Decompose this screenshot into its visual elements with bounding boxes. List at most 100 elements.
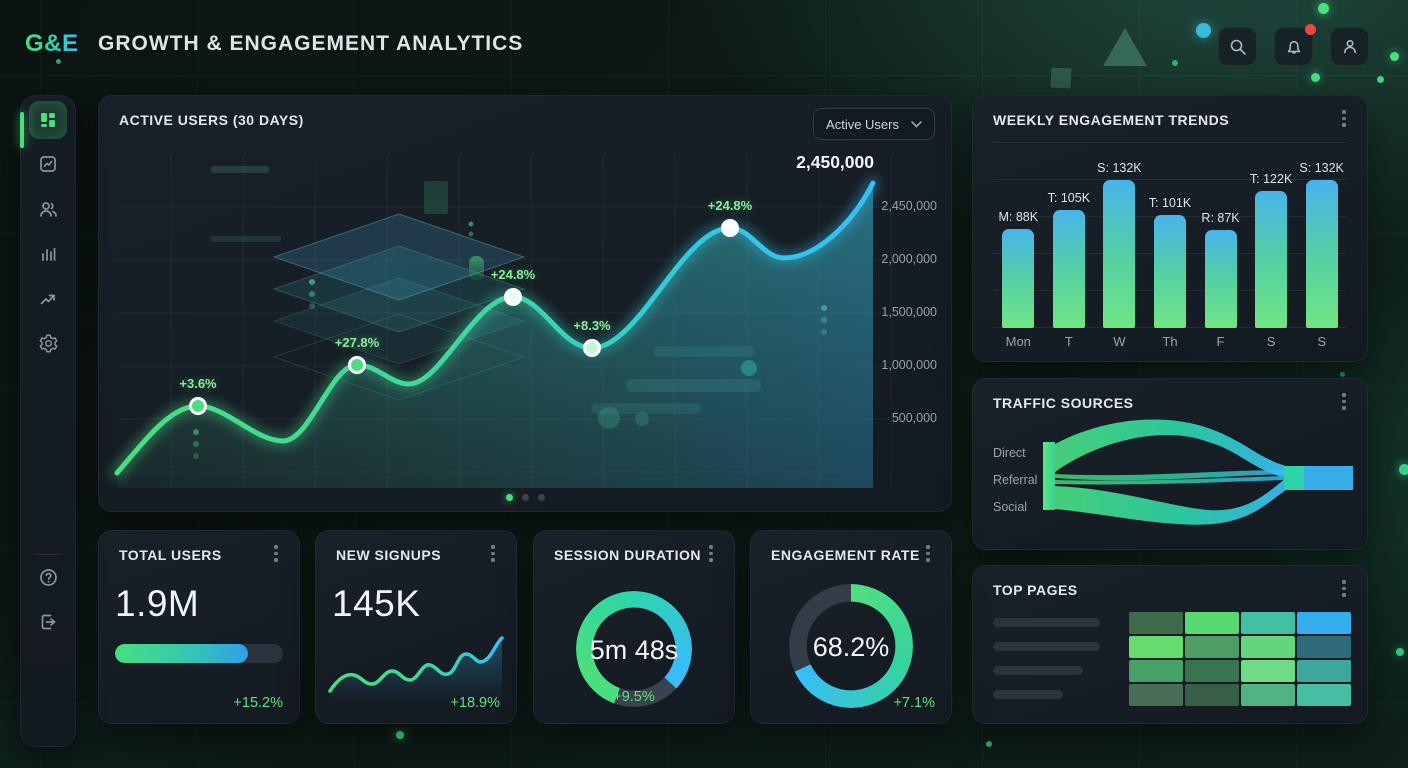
annotation-label: +27.8% xyxy=(334,335,380,350)
y-axis-tick: 1,500,000 xyxy=(881,305,937,319)
stat-change: +18.9% xyxy=(450,695,500,711)
profile-button[interactable] xyxy=(1330,27,1369,66)
sidebar-divider xyxy=(35,554,61,555)
pagination-dot[interactable] xyxy=(537,494,545,501)
notifications-button[interactable] xyxy=(1274,24,1316,66)
session-gauge xyxy=(576,591,692,707)
bar-value-label: R: 87K xyxy=(1201,211,1240,225)
heatmap-cell[interactable] xyxy=(1185,612,1239,634)
kebab-menu-button[interactable] xyxy=(1335,110,1353,130)
flow-source-stub xyxy=(1043,442,1055,510)
source-label: Direct xyxy=(993,446,1026,460)
weekly-bar-column: T: 101K xyxy=(1145,196,1195,328)
heatmap-cell[interactable] xyxy=(1129,660,1183,682)
user-icon xyxy=(1343,39,1356,53)
decor-dot xyxy=(986,741,992,747)
pagination-dot[interactable] xyxy=(521,494,529,501)
x-axis-tick: S xyxy=(1266,334,1276,349)
dropdown-value: Active Users xyxy=(826,116,899,132)
progress-bar xyxy=(115,644,283,663)
heatmap-cell[interactable] xyxy=(1297,660,1351,682)
heatmap-cell[interactable] xyxy=(1241,636,1295,658)
page-title: GROWTH & ENGAGEMENT ANALYTICS xyxy=(98,32,524,55)
weekly-bar-column: T: 105K xyxy=(1044,191,1094,328)
new-signups-card: NEW SIGNUPS 145K +18.9% xyxy=(315,530,517,724)
total-users-card: TOTAL USERS 1.9M +15.2% xyxy=(98,530,300,724)
page-row-skeleton xyxy=(993,690,1063,699)
y-axis-tick: 2,450,000 xyxy=(881,199,937,213)
weekly-bar[interactable] xyxy=(1103,180,1136,328)
sidebar-item-settings[interactable] xyxy=(29,324,67,362)
heatmap-cell[interactable] xyxy=(1129,684,1183,706)
bar-value-label: S: 132K xyxy=(1097,161,1142,175)
decor-layered-plates xyxy=(272,213,526,401)
x-axis-tick: S xyxy=(1317,334,1326,349)
heatmap-cell[interactable] xyxy=(1129,636,1183,658)
heatmap-cell[interactable] xyxy=(1241,684,1295,706)
stat-title: ENGAGEMENT RATE xyxy=(771,547,920,563)
heatmap-cell[interactable] xyxy=(1185,684,1239,706)
kebab-menu-button[interactable] xyxy=(702,545,720,565)
sidebar-item-reports[interactable] xyxy=(29,235,67,273)
weekly-bar-chart: M: 88K T: 105K S: 132K T: 101K R: 87K T: 122K… xyxy=(993,142,1347,328)
bell-icon xyxy=(1287,40,1300,54)
flow-merge-segment xyxy=(1284,466,1306,490)
flow-band-middle xyxy=(1055,476,1286,485)
heatmap-cell[interactable] xyxy=(1185,636,1239,658)
pages-heatmap xyxy=(1129,612,1351,706)
panel-title: WEEKLY ENGAGEMENT TRENDS xyxy=(993,112,1230,128)
panel-title: TRAFFIC SOURCES xyxy=(993,395,1134,411)
line-chart-canvas xyxy=(111,156,892,488)
heatmap-cell[interactable] xyxy=(1185,660,1239,682)
decor-dot xyxy=(1399,464,1408,475)
x-axis-tick: T xyxy=(1064,334,1073,349)
heatmap-cell[interactable] xyxy=(1297,636,1351,658)
search-icon xyxy=(1230,39,1246,55)
heatmap-cell[interactable] xyxy=(1129,612,1183,634)
pagination-dot-active[interactable] xyxy=(505,494,513,501)
sidebar-item-help[interactable] xyxy=(29,558,67,596)
active-users-chart-card: ACTIVE USERS (30 DAYS) Active Users xyxy=(98,95,952,512)
heatmap-cell[interactable] xyxy=(1297,612,1351,634)
kebab-menu-button[interactable] xyxy=(919,545,937,565)
stat-title: TOTAL USERS xyxy=(119,547,222,563)
stat-change: +7.1% xyxy=(893,695,935,711)
kebab-menu-button[interactable] xyxy=(267,545,285,565)
kebab-menu-button[interactable] xyxy=(484,545,502,565)
sidebar-item-growth[interactable] xyxy=(29,280,67,318)
heatmap-cell[interactable] xyxy=(1241,660,1295,682)
page-row-skeleton xyxy=(993,642,1100,651)
sidebar-item-logout[interactable] xyxy=(29,603,67,641)
peak-value-label: 2,450,000 xyxy=(796,152,874,172)
weekly-bar[interactable] xyxy=(1153,215,1186,328)
flow-band-top xyxy=(1055,419,1286,478)
weekly-bar[interactable] xyxy=(1305,180,1338,328)
weekly-bar[interactable] xyxy=(1204,230,1237,328)
weekly-bar[interactable] xyxy=(1255,191,1288,328)
active-indicator xyxy=(20,112,24,148)
bar-value-label: S: 132K xyxy=(1299,161,1344,175)
annotation-label: +24.8% xyxy=(707,198,753,213)
annotation-label: +3.6% xyxy=(179,376,217,391)
trend-line xyxy=(114,180,876,476)
weekly-bar[interactable] xyxy=(1052,210,1085,328)
y-axis-tick: 2,000,000 xyxy=(881,252,937,266)
weekly-bar[interactable] xyxy=(1002,229,1035,328)
sidebar-item-users[interactable] xyxy=(29,190,67,228)
annotation-label: +24.8% xyxy=(490,267,536,282)
sidebar-item-analytics[interactable] xyxy=(29,145,67,183)
bar-value-label: T: 122K xyxy=(1249,172,1293,186)
heatmap-cell[interactable] xyxy=(1241,612,1295,634)
metric-dropdown[interactable]: Active Users xyxy=(813,108,935,140)
kebab-menu-button[interactable] xyxy=(1335,580,1353,600)
sidebar xyxy=(20,95,76,747)
sidebar-item-dashboard[interactable] xyxy=(29,101,67,139)
heatmap-cell[interactable] xyxy=(1297,684,1351,706)
settings-gear-icon xyxy=(39,334,57,352)
flow-band-bottom xyxy=(1055,478,1286,525)
weekly-x-axis: Mon T W Th F S S xyxy=(993,334,1347,349)
kebab-menu-button[interactable] xyxy=(1335,393,1353,413)
top-pages-card: TOP PAGES xyxy=(972,565,1368,724)
chart-pagination xyxy=(99,494,951,501)
search-button[interactable] xyxy=(1218,27,1257,66)
